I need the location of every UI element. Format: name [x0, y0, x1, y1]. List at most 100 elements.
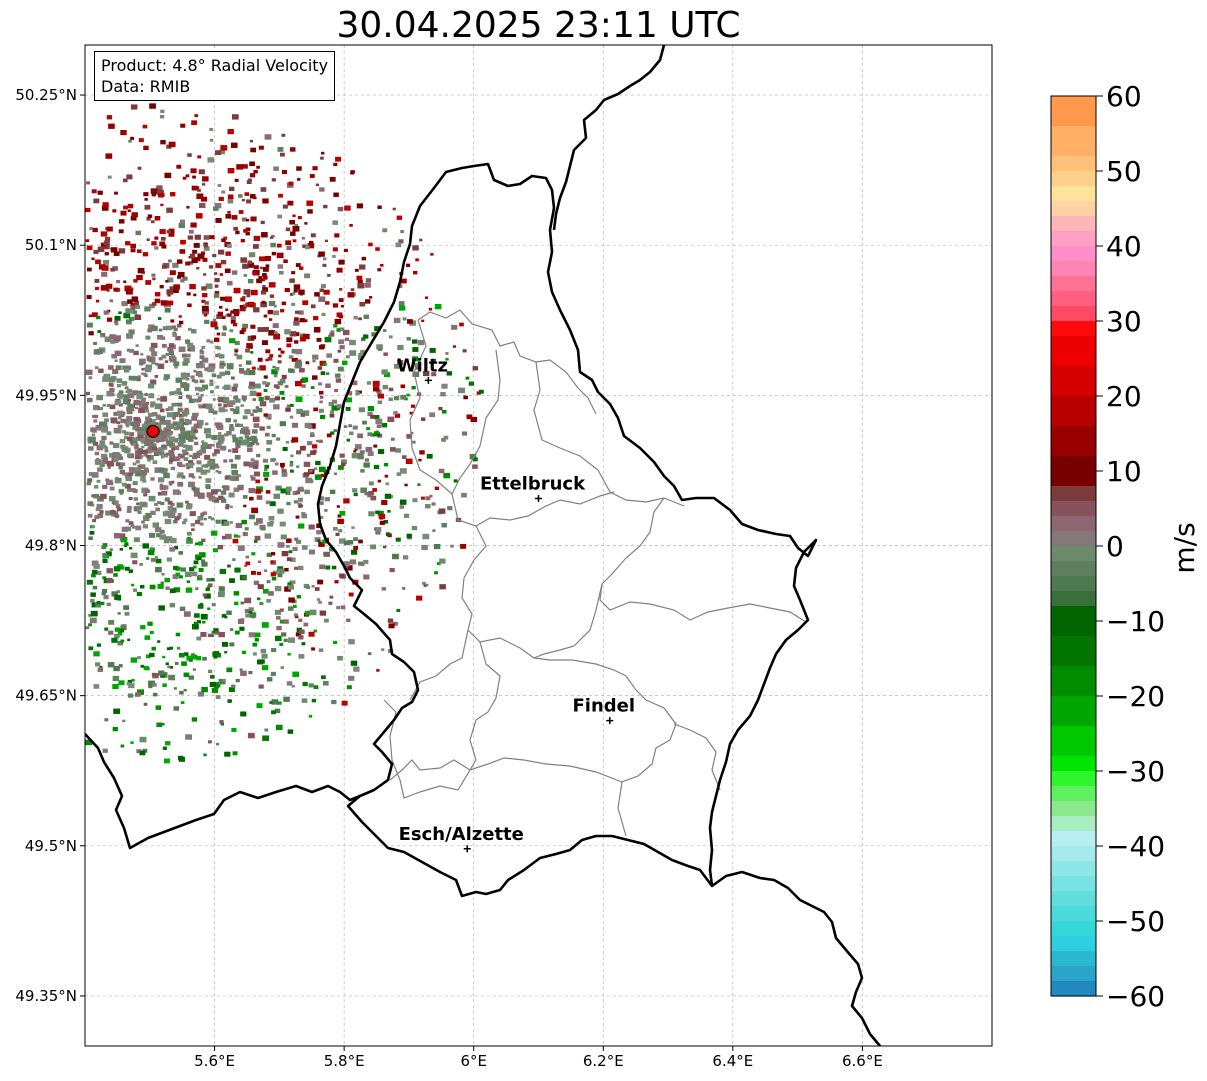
echo-pixel — [176, 259, 183, 264]
echo-pixel — [229, 628, 234, 631]
echo-pixel — [177, 407, 183, 412]
echo-pixel — [262, 735, 270, 741]
echo-pixel — [160, 109, 165, 114]
echo-pixel — [140, 455, 144, 458]
echo-pixel — [406, 434, 413, 439]
echo-pixel — [362, 336, 366, 340]
echo-pixel — [310, 304, 316, 309]
echo-pixel — [129, 348, 135, 353]
echo-pixel — [165, 452, 170, 456]
echo-pixel — [268, 282, 276, 288]
echo-pixel — [409, 411, 413, 415]
echo-pixel — [225, 503, 230, 508]
echo-pixel — [285, 490, 291, 495]
echo-pixel — [124, 542, 129, 546]
colorbar-segment — [1051, 246, 1096, 262]
echo-pixel — [122, 398, 130, 405]
echo-pixel — [181, 464, 186, 468]
echo-pixel — [148, 423, 153, 427]
echo-pixel — [279, 619, 285, 624]
echo-pixel — [215, 263, 222, 268]
echo-pixel — [244, 597, 252, 604]
echo-pixel — [168, 461, 173, 465]
echo-pixel — [100, 231, 108, 237]
echo-pixel — [258, 145, 264, 150]
echo-pixel — [214, 498, 220, 503]
echo-pixel — [350, 549, 358, 555]
echo-pixel — [285, 407, 291, 412]
echo-pixel — [348, 592, 354, 597]
echo-pixel — [161, 434, 167, 439]
echo-pixel — [318, 466, 326, 473]
echo-pixel — [121, 446, 129, 452]
echo-pixel — [281, 550, 289, 557]
echo-pixel — [185, 734, 193, 740]
echo-pixel — [220, 490, 227, 495]
echo-pixel — [382, 384, 389, 390]
echo-pixel — [145, 448, 152, 454]
echo-pixel — [211, 687, 219, 693]
echo-pixel — [414, 365, 420, 370]
echo-pixel — [142, 449, 148, 454]
echo-pixel — [230, 310, 235, 314]
echo-pixel — [343, 540, 350, 546]
echo-pixel — [339, 573, 345, 578]
echo-pixel — [301, 237, 305, 240]
echo-pixel — [235, 439, 242, 445]
echo-pixel — [116, 410, 124, 416]
echo-pixel — [278, 347, 282, 351]
echo-pixel — [161, 415, 166, 419]
echo-pixel — [336, 267, 343, 273]
echo-pixel — [133, 421, 141, 427]
echo-pixel — [141, 372, 145, 376]
echo-pixel — [226, 610, 232, 615]
echo-pixel — [102, 558, 108, 564]
echo-pixel — [381, 648, 385, 651]
echo-pixel — [405, 458, 413, 465]
echo-pixel — [272, 470, 278, 475]
echo-pixel — [333, 162, 338, 167]
echo-pixel — [224, 476, 229, 480]
echo-pixel — [114, 633, 120, 639]
echo-pixel — [134, 692, 141, 697]
echo-pixel — [124, 431, 129, 436]
echo-pixel — [250, 351, 254, 354]
echo-pixel — [392, 621, 398, 626]
echo-pixel — [93, 441, 99, 446]
echo-pixel — [168, 436, 175, 442]
echo-pixel — [345, 355, 350, 359]
echo-pixel — [262, 326, 269, 332]
echo-pixel — [406, 533, 412, 538]
echo-pixel — [235, 423, 240, 427]
echo-pixel — [269, 294, 275, 298]
echo-pixel — [99, 443, 106, 449]
echo-pixel — [185, 174, 190, 178]
echo-pixel — [231, 434, 237, 438]
echo-pixel — [134, 453, 142, 460]
echo-pixel — [190, 523, 195, 527]
echo-pixel — [193, 423, 200, 429]
echo-pixel — [156, 722, 162, 728]
echo-pixel — [242, 532, 248, 537]
echo-pixel — [239, 305, 244, 308]
echo-pixel — [260, 187, 267, 192]
echo-pixel — [256, 518, 263, 524]
echo-pixel — [384, 493, 392, 499]
echo-pixel — [426, 453, 433, 459]
echo-pixel — [298, 310, 304, 315]
echo-pixel — [154, 467, 162, 473]
echo-pixel — [187, 235, 193, 240]
echo-pixel — [349, 350, 357, 356]
echo-pixel — [215, 345, 220, 350]
echo-pixel — [257, 584, 264, 590]
echo-pixel — [346, 685, 352, 690]
echo-pixel — [109, 481, 114, 486]
echo-pixel — [250, 147, 257, 153]
echo-pixel — [159, 229, 166, 235]
echo-pixel — [274, 366, 280, 371]
echo-pixel — [292, 546, 298, 552]
echo-pixel — [179, 606, 186, 611]
echo-pixel — [113, 251, 120, 257]
echo-pixel — [257, 367, 261, 371]
echo-pixel — [410, 431, 414, 435]
